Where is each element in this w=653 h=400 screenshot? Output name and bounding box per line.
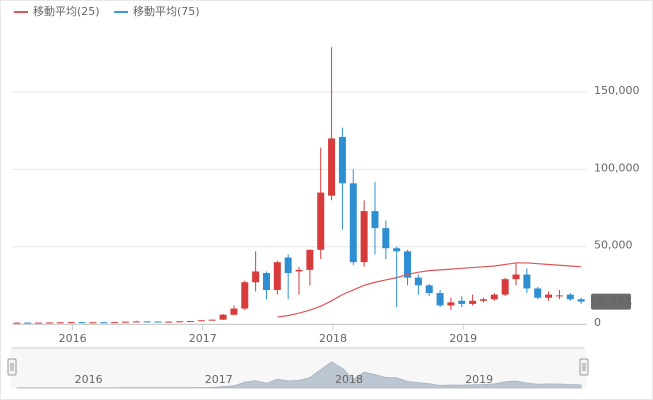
candle-body (512, 274, 520, 280)
navigator-handle (7, 358, 17, 376)
candle-body (132, 321, 140, 323)
candle-body (208, 319, 216, 321)
navigator-area (16, 361, 582, 389)
candle-body (154, 321, 162, 323)
candle-body (35, 322, 43, 324)
candle-body (67, 322, 75, 324)
candle-body (371, 211, 379, 229)
x-tick-label: 2018 (319, 332, 347, 345)
navigator-label: 2018 (335, 373, 363, 386)
x-tick-label: 2019 (449, 332, 477, 345)
candle-body (295, 269, 303, 272)
candle-body (458, 300, 466, 304)
candle-body (490, 294, 498, 300)
candle-body (197, 320, 205, 322)
x-tick-label: 2017 (189, 332, 217, 345)
candle-body (523, 274, 531, 289)
candle-body (349, 183, 357, 263)
candle-body (78, 322, 86, 324)
candle-body (534, 288, 542, 298)
candle-body (273, 262, 281, 290)
candle-body (306, 249, 314, 270)
candle-body (89, 322, 97, 324)
candle-body (338, 136, 346, 184)
candle-body (360, 211, 368, 263)
y-tick-label: 100,000 (594, 161, 640, 174)
candle-body (24, 322, 32, 324)
candle-body (45, 322, 53, 324)
candle-body (436, 293, 444, 306)
candle-body (566, 294, 574, 300)
candle-body (555, 295, 563, 297)
last-price-label: 14,491 (590, 295, 632, 308)
candle-body (284, 257, 292, 273)
candle-body (121, 321, 129, 323)
candle-body (393, 248, 401, 252)
candle-body (219, 314, 227, 320)
candle-body (13, 322, 21, 324)
candle-body (414, 277, 422, 286)
candle-body (469, 300, 477, 304)
candle-body (545, 294, 553, 298)
candle-body (447, 302, 455, 306)
last-price-box (591, 293, 631, 310)
y-tick-label: 50,000 (594, 239, 633, 252)
y-tick-label: 0 (594, 316, 601, 329)
navigator-label: 2016 (75, 373, 103, 386)
candle-body (241, 282, 249, 309)
navigator-label: 2019 (465, 373, 493, 386)
y-tick-label: 150,000 (594, 84, 640, 97)
candle-body (382, 228, 390, 249)
legend-label: 移動平均(75) (133, 4, 200, 18)
candle-body (262, 272, 270, 290)
candle-body (328, 138, 336, 196)
candle-body (187, 321, 195, 323)
candle-body (425, 285, 433, 294)
candle-body (577, 299, 585, 302)
navigator-label: 2017 (205, 373, 233, 386)
candle-body (56, 322, 64, 324)
candle-body (404, 251, 412, 278)
candle-body (176, 321, 184, 323)
candle-body (165, 321, 173, 323)
candle-body (100, 322, 108, 324)
candle-body (230, 308, 238, 315)
candle-body (111, 322, 119, 324)
ma-line (277, 262, 582, 318)
candle-body (317, 192, 325, 250)
candle-body (143, 321, 151, 323)
x-tick-label: 2016 (59, 332, 87, 345)
candle-body (501, 279, 509, 295)
navigator-handle (579, 358, 589, 376)
candle-body (252, 271, 260, 283)
legend-label: 移動平均(25) (33, 4, 100, 18)
candle-body (479, 299, 487, 301)
